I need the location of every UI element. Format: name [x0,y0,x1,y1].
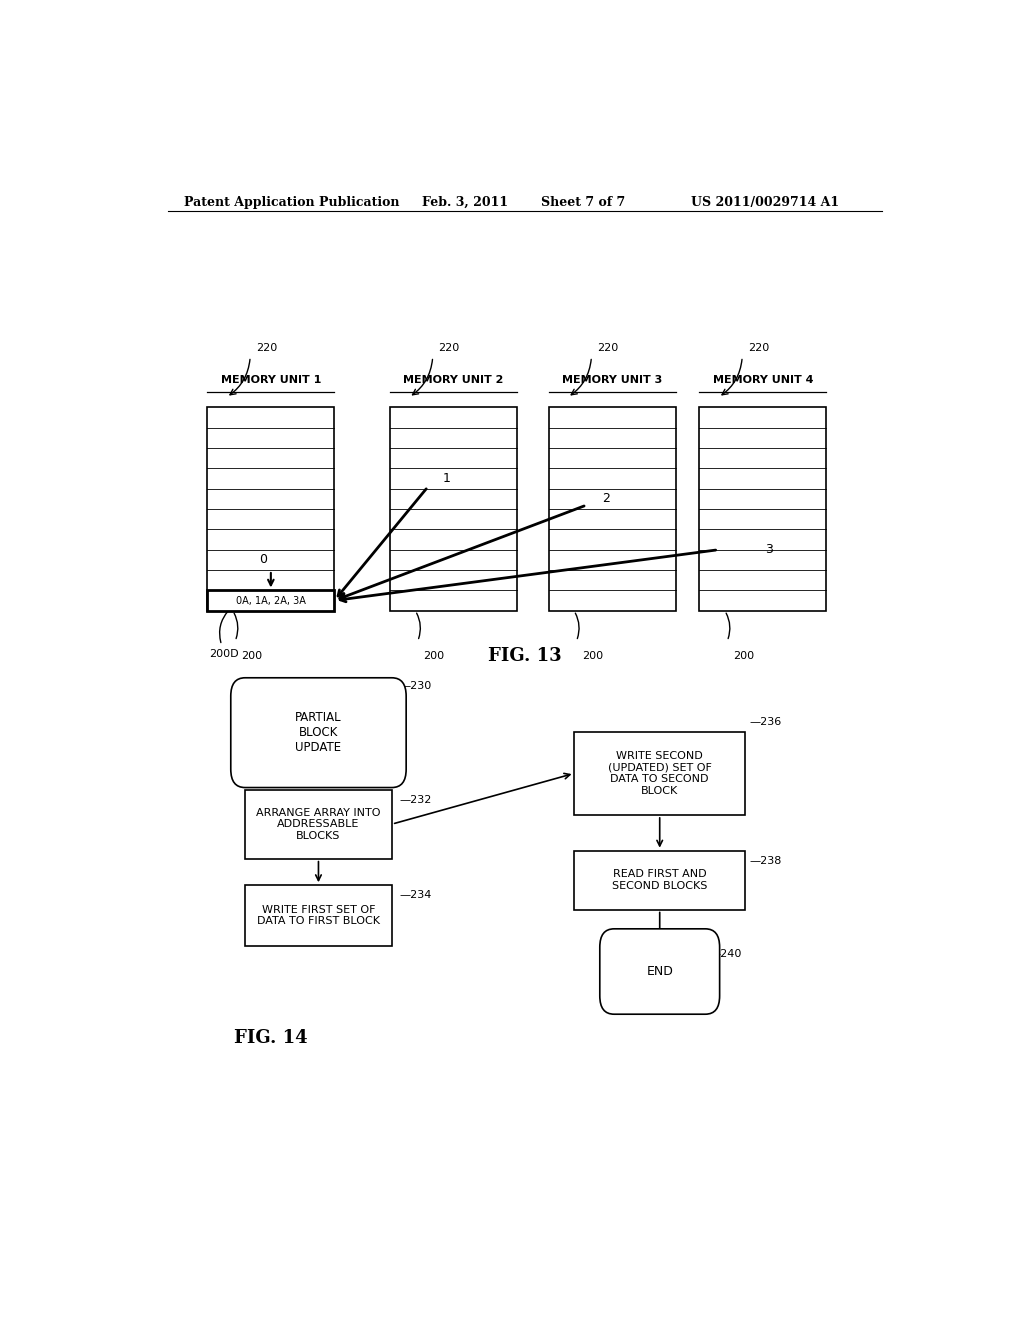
FancyBboxPatch shape [600,929,720,1014]
Text: —240: —240 [710,949,741,960]
Text: 220: 220 [438,343,460,354]
Text: —236: —236 [749,717,781,726]
Text: 200: 200 [582,651,603,661]
Text: 200: 200 [423,651,444,661]
Text: 0A, 1A, 2A, 3A: 0A, 1A, 2A, 3A [236,595,306,606]
Bar [699,408,826,611]
Text: 220: 220 [597,343,618,354]
Text: Sheet 7 of 7: Sheet 7 of 7 [541,195,625,209]
Text: 200D: 200D [209,649,239,659]
Text: 1: 1 [443,473,451,484]
Text: 3: 3 [765,544,773,556]
Text: READ FIRST AND
SECOND BLOCKS: READ FIRST AND SECOND BLOCKS [612,870,708,891]
Text: 200: 200 [241,651,262,661]
Text: MEMORY UNIT 3: MEMORY UNIT 3 [562,375,663,385]
Bar [390,408,517,611]
Text: Feb. 3, 2011: Feb. 3, 2011 [422,195,508,209]
Text: 200: 200 [733,651,754,661]
Text: WRITE SECOND
(UPDATED) SET OF
DATA TO SECOND
BLOCK: WRITE SECOND (UPDATED) SET OF DATA TO SE… [608,751,712,796]
Text: —234: —234 [399,890,432,900]
Text: MEMORY UNIT 2: MEMORY UNIT 2 [403,375,504,385]
Bar [574,850,745,909]
Text: 220: 220 [748,343,769,354]
Bar [245,886,392,946]
Text: MEMORY UNIT 1: MEMORY UNIT 1 [220,375,322,385]
Bar [245,789,392,859]
FancyBboxPatch shape [230,677,407,788]
Text: END: END [646,965,673,978]
Text: —232: —232 [399,795,432,805]
Text: FIG. 14: FIG. 14 [234,1028,307,1047]
Text: PARTIAL
BLOCK
UPDATE: PARTIAL BLOCK UPDATE [295,711,342,754]
Text: FIG. 13: FIG. 13 [488,647,561,665]
Text: US 2011/0029714 A1: US 2011/0029714 A1 [691,195,840,209]
Text: WRITE FIRST SET OF
DATA TO FIRST BLOCK: WRITE FIRST SET OF DATA TO FIRST BLOCK [257,904,380,927]
Text: —238: —238 [749,855,781,866]
Bar [574,731,745,814]
Bar [549,408,676,611]
Text: MEMORY UNIT 4: MEMORY UNIT 4 [713,375,813,385]
Text: 0: 0 [259,553,267,566]
Text: —230: —230 [399,681,432,690]
Text: ARRANGE ARRAY INTO
ADDRESSABLE
BLOCKS: ARRANGE ARRAY INTO ADDRESSABLE BLOCKS [256,808,381,841]
Bar [207,408,334,611]
Text: Patent Application Publication: Patent Application Publication [183,195,399,209]
Text: 2: 2 [602,492,609,506]
Text: 220: 220 [256,343,278,354]
Bar [207,590,334,611]
